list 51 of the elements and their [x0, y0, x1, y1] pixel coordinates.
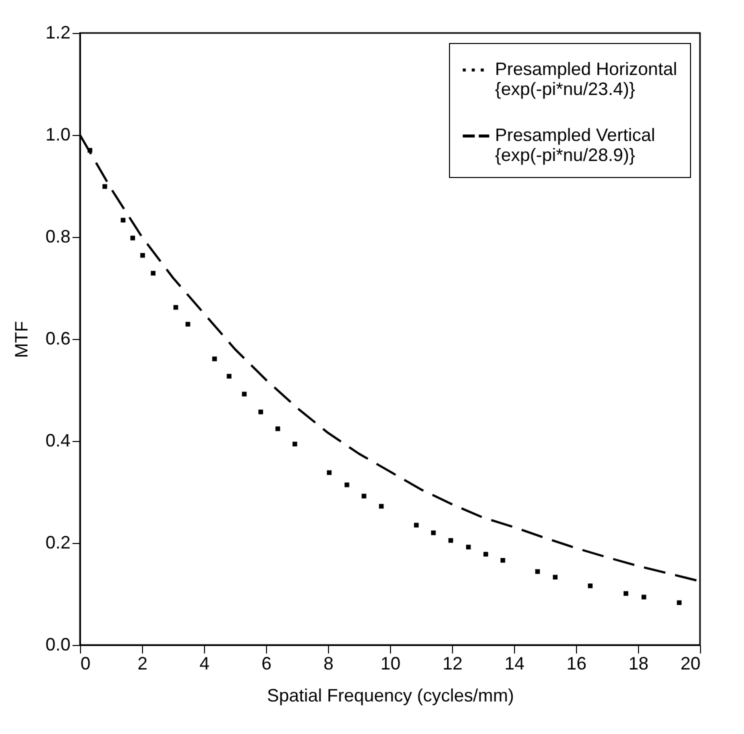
- x-tick-label: 4: [199, 654, 210, 674]
- y-tick-label: 0.0: [45, 634, 70, 654]
- x-axis-title: Spatial Frequency (cycles/mm): [266, 686, 514, 706]
- x-tick-label: 14: [504, 654, 525, 674]
- x-tick-label: 12: [442, 654, 463, 674]
- point: [344, 482, 350, 488]
- point: [173, 305, 178, 310]
- point: [535, 569, 540, 574]
- point: [186, 322, 190, 327]
- point: [140, 253, 145, 258]
- x-tick-label: 16: [566, 654, 587, 674]
- legend-label: Presampled Horizontal {exp(-pi*nu/23.4)}: [495, 59, 678, 99]
- point: [362, 494, 366, 498]
- y-tick-label: 1.2: [45, 22, 70, 42]
- y-tick-label: 0.8: [45, 226, 70, 246]
- point: [414, 522, 419, 528]
- point: [466, 544, 471, 550]
- point: [326, 470, 332, 475]
- point: [275, 426, 280, 432]
- point: [292, 442, 298, 446]
- point: [448, 538, 454, 543]
- point: [130, 236, 136, 240]
- point: [258, 410, 264, 414]
- point: [676, 600, 682, 606]
- x-tick-label: 8: [323, 654, 334, 674]
- y-tick-label: 0.4: [45, 430, 70, 450]
- x-tick-label: 18: [628, 654, 649, 674]
- point: [624, 591, 628, 596]
- y-tick-label: 0.2: [45, 532, 70, 552]
- point: [242, 392, 247, 396]
- point: [150, 270, 156, 276]
- point: [431, 530, 436, 536]
- point: [120, 218, 126, 223]
- x-tick-label: 0: [80, 654, 91, 674]
- x-tick-label: 2: [137, 654, 148, 674]
- point: [552, 574, 558, 580]
- y-tick-label: 1.0: [45, 124, 70, 144]
- point: [588, 583, 593, 588]
- point: [212, 356, 217, 362]
- x-tick-label: 6: [261, 654, 272, 674]
- point: [500, 558, 506, 563]
- y-axis-title: MTF: [11, 321, 32, 358]
- x-tick-label: 10: [380, 654, 401, 674]
- point: [102, 184, 108, 189]
- point: [483, 552, 488, 557]
- x-tick-label: 20: [680, 654, 700, 674]
- point: [642, 594, 646, 600]
- legend-label: Presampled Vertical {exp(-pi*nu/28.9)}: [495, 125, 656, 165]
- point: [378, 504, 384, 509]
- point: [226, 374, 232, 379]
- y-tick-label: 0.6: [45, 328, 70, 348]
